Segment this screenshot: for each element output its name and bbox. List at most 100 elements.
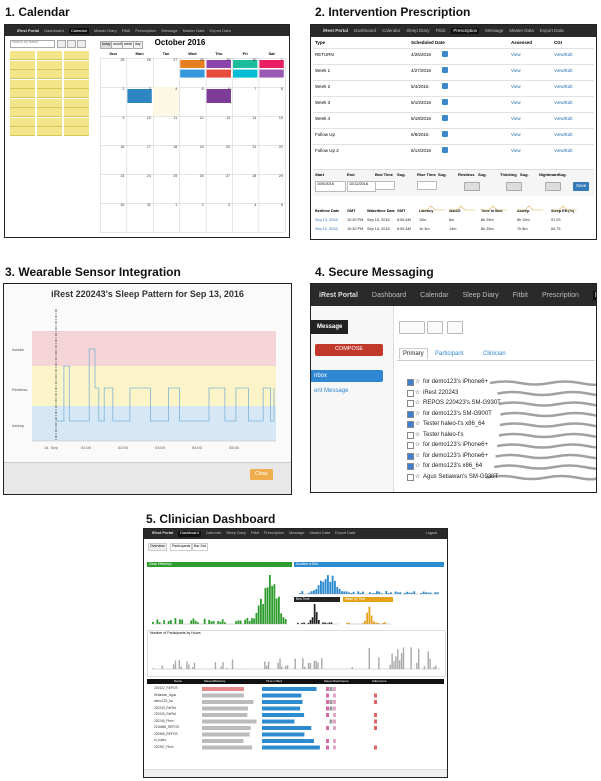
hist-bar <box>210 621 213 624</box>
hours-bar <box>264 661 266 669</box>
nav-item: Fitbit <box>512 291 528 299</box>
disturbance-cell <box>329 719 333 724</box>
chart-title: iRest 220243's Sleep Pattern for Sep 13,… <box>51 289 244 299</box>
hist-bar <box>420 592 423 594</box>
hist-bar <box>357 591 360 594</box>
assessed-link: View <box>511 116 521 121</box>
checkbox <box>407 463 414 470</box>
table-header: Adherence <box>372 679 387 683</box>
restless-band <box>32 366 276 406</box>
disturbance-cell <box>326 700 329 704</box>
icon-button <box>67 40 76 48</box>
date-cell: 4/27/2016 <box>411 68 432 73</box>
message-sender: Tester haleo-t's x86_64 <box>423 421 485 427</box>
event-item <box>64 127 89 136</box>
hist-bar <box>313 604 316 624</box>
hours-bar <box>281 666 283 669</box>
assessed-link: View <box>511 52 521 57</box>
hist-bar <box>411 592 413 594</box>
hist-bar <box>280 613 283 624</box>
hist-bar <box>246 618 249 624</box>
hours-bar <box>267 661 270 669</box>
day-name: Fri <box>242 51 248 56</box>
event-item <box>10 79 35 89</box>
hours-bar <box>178 660 180 669</box>
day-name: Mon <box>135 51 144 56</box>
bed-bar <box>262 739 314 743</box>
scribble <box>495 453 596 460</box>
star: ☆ <box>415 400 421 406</box>
sent-item: ent Message <box>314 388 349 394</box>
hist-bar <box>197 622 199 624</box>
hist-bar <box>156 619 159 624</box>
adherence-cell <box>374 726 377 730</box>
row-line <box>313 144 594 145</box>
messaging-panel: iRest Portal Dashboard Calendar Sleep Diary… <box>310 283 597 493</box>
date-number: 9 <box>122 116 125 120</box>
hist-bar <box>376 591 378 594</box>
compose-button: COMPOSE <box>315 344 383 356</box>
row-line <box>313 112 594 113</box>
disturbance-cell <box>326 739 329 743</box>
hist-bar <box>373 593 376 594</box>
sparklines <box>419 205 577 211</box>
hist-bar <box>264 588 267 624</box>
asleep-band <box>32 406 276 441</box>
hist-bar <box>327 575 329 594</box>
hours-bar <box>321 658 323 669</box>
disturbance-cell <box>333 726 336 730</box>
hist-bar <box>324 579 327 594</box>
event <box>127 89 152 103</box>
save-icon <box>442 115 448 121</box>
hist-bar <box>311 617 314 624</box>
nav-item: Master Data <box>182 27 205 33</box>
form-label: Sug. <box>520 172 529 177</box>
efficiency-bar <box>202 745 253 750</box>
hist-bar <box>244 619 247 624</box>
nav-item: Fitbit <box>121 27 131 33</box>
hist-bar <box>318 619 320 624</box>
hist-bar <box>434 592 437 594</box>
nav-item: Message <box>161 27 178 33</box>
sleep-chart <box>32 309 276 442</box>
hours-bar <box>410 647 412 669</box>
table-header: WASO <box>449 209 461 213</box>
participant-name: 220245_ReFitd <box>154 712 176 716</box>
form-label: Sug. <box>397 172 406 177</box>
hist-bar <box>301 591 304 594</box>
column-header: Scheduled Date <box>411 40 445 45</box>
toolbar-button <box>447 321 463 334</box>
sparkline <box>517 205 543 211</box>
time-label: 02:00 <box>118 445 129 450</box>
nav-item: Calendar <box>68 27 90 34</box>
hist-bar <box>181 619 184 624</box>
checkbox <box>407 452 414 460</box>
table-cell: Sep 15, 2016 <box>367 218 390 222</box>
hist-bar <box>436 592 439 594</box>
form-label: Rise Time <box>417 172 436 177</box>
star: ☆ <box>415 442 421 448</box>
hist-bar <box>425 592 427 594</box>
form-label: Restless <box>458 172 475 177</box>
hist-bar <box>310 591 313 594</box>
hist-bar <box>284 618 287 624</box>
checkbox <box>407 431 414 439</box>
calendar-panel: iRest Portal Dashboard Calendar Master Diar… <box>4 24 290 238</box>
form-label: Start <box>315 172 325 177</box>
efficiency-bar <box>202 687 245 691</box>
date-number: 1 <box>280 58 283 62</box>
dashboard-panel: iRest Portal Dashboard Calendar Sleep Diary… <box>143 528 448 778</box>
date-number: 27 <box>226 174 230 178</box>
column-header: Type <box>315 40 326 45</box>
heading: 3. Wearable Sensor Integration <box>5 265 181 279</box>
message-sender: for demo123's SM-G900T <box>423 410 492 417</box>
hist-bar <box>390 592 392 594</box>
hist-bar <box>404 592 406 594</box>
event-item <box>10 127 35 136</box>
date-number: 5 <box>280 203 283 207</box>
sparkline <box>551 205 577 211</box>
adherence-cell <box>374 693 377 698</box>
type-cell: Week 3 <box>315 100 331 105</box>
table-cell: Sep 13, 2016 <box>315 218 338 222</box>
message-sender: for demo123's iPhone6+ <box>423 379 489 385</box>
